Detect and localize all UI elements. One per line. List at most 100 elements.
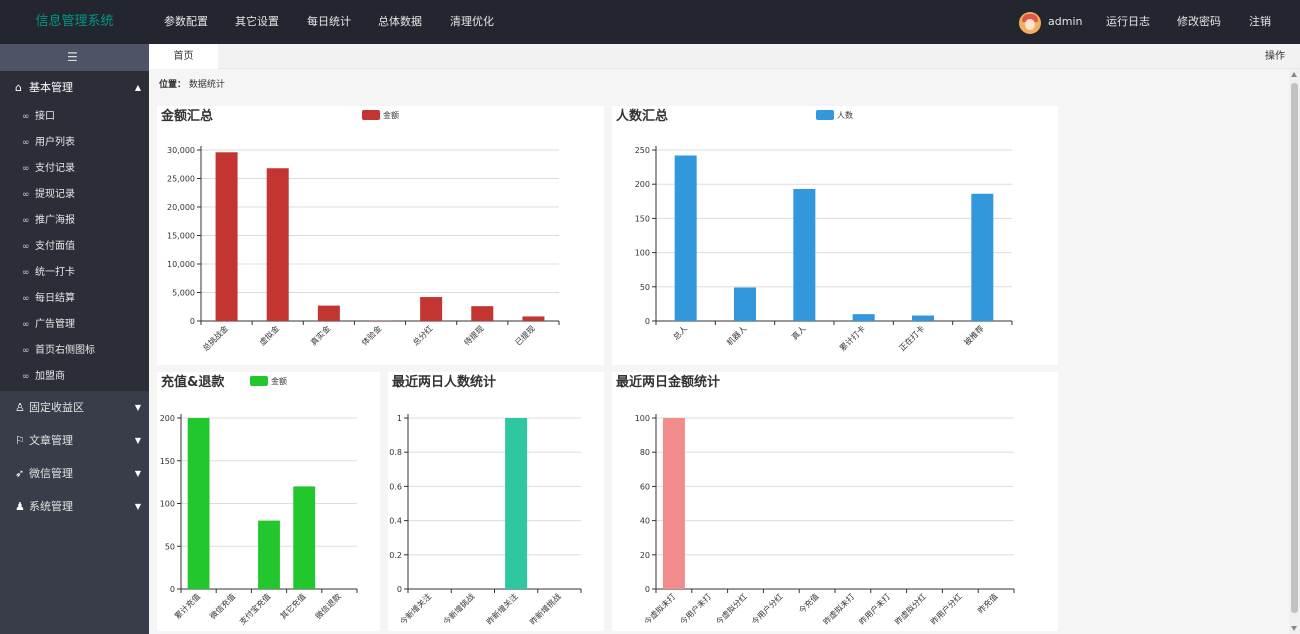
y-tick-label: 0 [645,585,650,594]
bar [522,316,545,321]
y-tick-label: 0.8 [389,448,402,457]
x-tick-label: 昨虚拟分红 [893,591,928,626]
sidebar-item-checkin[interactable]: ∞ 统一打卡 [0,260,149,286]
chevron-down-icon: ▼ [134,469,141,478]
link-icon: ∞ [22,138,30,148]
x-tick-label: 累计充值 [172,591,202,621]
nav-change-password[interactable]: 修改密码 [1177,15,1221,28]
sidebar-group-fixed-income[interactable]: ♙ 固定收益区 ▼ [0,391,149,424]
bar [662,418,685,589]
x-tick-label: 昨充值 [975,591,999,615]
sidebar-item-interface[interactable]: ∞ 接口 [0,104,149,130]
user-name[interactable]: admin [1048,15,1083,28]
chart-recharge-refund: 充值&退款 金额 0 50 100 150 200 累计充值 微信充值 支付宝充值 其它充值 微信退款 [160,374,358,627]
nav-logout[interactable]: 注销 [1249,15,1271,28]
x-tick-label: 今新增挑战 [441,591,476,626]
sidebar-group-label: 基本管理 [29,81,73,94]
sidebar-group-articles[interactable]: ⚐ 文章管理 ▼ [0,424,149,457]
link-icon: ∞ [22,346,30,356]
x-tick-label: 体验金 [359,323,383,347]
bar [266,168,289,321]
chart-title: 充值&退款 [161,374,225,390]
scrollbar[interactable] [1289,69,1300,634]
sidebar-item-denominations[interactable]: ∞ 支付面值 [0,234,149,260]
sidebar-toggle[interactable]: ☰ [0,44,149,71]
nav-other-settings[interactable]: 其它设置 [235,15,279,28]
chevron-down-icon: ▼ [134,403,141,412]
legend-label: 金额 [271,376,287,386]
sidebar-item-users[interactable]: ∞ 用户列表 [0,130,149,156]
x-tick-label: 今虚拟未打 [642,591,677,626]
chart-two-day-amount: 最近两日金额统计 0 20 40 60 80 100 今虚拟未打 今用户未打 今虚拟分红 今用户分红… [616,374,1015,627]
bar [852,314,875,321]
chart-two-day-people: 最近两日人数统计 0 0.2 0.4 0.6 0.8 1 今新增关注 今新增挑战 昨新增关注 昨新增… [389,374,582,627]
scroll-down-icon[interactable] [1291,626,1297,631]
sidebar-item-posters[interactable]: ∞ 推广海报 [0,208,149,234]
scroll-up-icon[interactable] [1291,72,1297,77]
nav-cleanup[interactable]: 清理优化 [450,15,494,28]
sidebar-item-ads[interactable]: ∞ 广告管理 [0,312,149,338]
nav-daily-stats[interactable]: 每日统计 [307,15,351,28]
sidebar-group-wechat[interactable]: ➶ 微信管理 ▼ [0,457,149,490]
link-icon: ∞ [22,164,30,174]
legend-label: 人数 [837,110,853,120]
x-tick-label: 昨用户分红 [928,591,963,626]
app-title[interactable]: 信息管理系统 [35,14,114,29]
x-tick-label: 其它充值 [278,591,308,621]
main-content: 位置： 数据统计 金额汇总 金额 0 5,000 10,000 15,000 20,000 2… [149,69,1300,634]
x-tick-label: 总挑战金 [200,323,230,353]
sidebar-group-basic-header[interactable]: ⌂ 基本管理 ▲ [0,71,149,104]
sidebar-group-system[interactable]: ♟ 系统管理 ▼ [0,490,149,523]
operation-button[interactable]: 操作 [1265,51,1285,62]
legend-swatch [362,110,380,120]
y-tick-label: 100 [635,414,650,423]
y-tick-label: 25,000 [167,175,195,184]
nav-params[interactable]: 参数配置 [164,15,208,28]
y-tick-label: 50 [165,542,175,551]
y-tick-label: 100 [160,500,175,509]
chart-title: 最近两日人数统计 [392,374,496,390]
x-tick-label: 昨虚拟未打 [821,591,856,626]
bar [734,287,756,321]
breadcrumb: 位置： 数据统计 [159,77,225,90]
y-tick-label: 0.2 [389,551,402,560]
x-tick-label: 今用户分红 [749,591,784,626]
y-tick-label: 15,000 [167,232,195,241]
sidebar-item-payments[interactable]: ∞ 支付记录 [0,156,149,182]
scrollbar-thumb[interactable] [1291,83,1298,613]
flag-icon: ⚐ [15,434,25,447]
y-tick-label: 100 [635,249,650,258]
chevron-down-icon: ▼ [134,436,141,445]
bar [187,418,210,589]
y-tick-label: 0.4 [389,517,402,526]
chart-card-two-day-amount: 最近两日金额统计 0 20 40 60 80 100 今虚拟未打 今用户未打 今虚拟分红 今用户分红… [612,372,1058,631]
users-icon: ♙ [15,401,25,414]
x-tick-label: 昨新增挑战 [527,591,562,626]
sidebar-item-withdrawals[interactable]: ∞ 提现记录 [0,182,149,208]
link-icon: ∞ [22,190,30,200]
y-tick-label: 150 [635,214,650,223]
link-icon: ∞ [22,320,30,330]
x-tick-label: 今虚拟分红 [714,591,749,626]
sidebar-item-home-icons[interactable]: ∞ 首页右侧图标 [0,338,149,364]
breadcrumb-label: 位置： [159,80,187,90]
x-tick-label: 总人 [671,323,689,341]
y-tick-label: 200 [160,414,175,423]
nav-overall-data[interactable]: 总体数据 [378,15,422,28]
y-tick-label: 0 [170,585,175,594]
send-icon: ➶ [15,467,25,480]
nav-run-log[interactable]: 运行日志 [1106,15,1150,28]
y-tick-label: 10,000 [167,260,195,269]
sidebar-item-daily-settlement[interactable]: ∞ 每日结算 [0,286,149,312]
tab-home[interactable]: 首页 [149,44,218,69]
y-tick-label: 20,000 [167,203,195,212]
avatar[interactable] [1019,12,1041,34]
list-icon: ☰ [67,50,78,64]
chart-title: 金额汇总 [160,108,213,124]
y-tick-label: 80 [640,448,650,457]
sidebar-item-franchise[interactable]: ∞ 加盟商 [0,364,149,390]
x-tick-label: 总分红 [411,323,435,347]
bar [420,297,443,321]
link-icon: ∞ [22,242,30,252]
y-tick-label: 0 [397,585,402,594]
